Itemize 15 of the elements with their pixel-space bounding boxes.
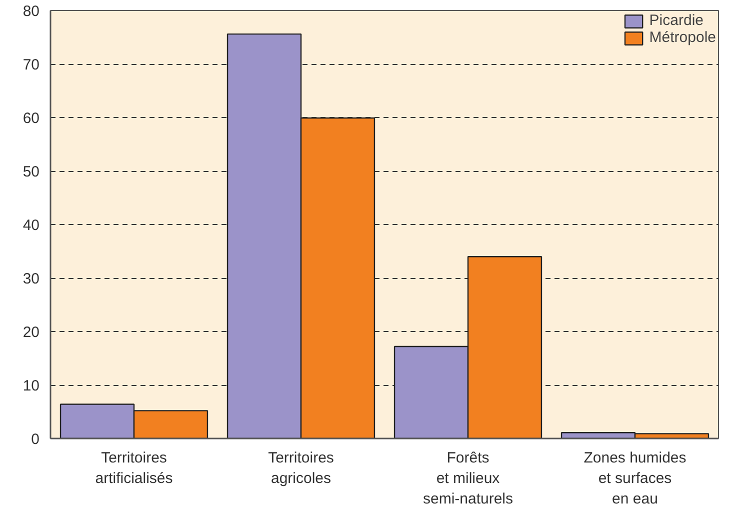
legend-label: Picardie [649, 12, 704, 29]
y-tick-label: 20 [22, 324, 40, 341]
y-tick-label: 50 [22, 164, 40, 180]
y-tick-label: 30 [22, 270, 40, 288]
y-tick-label: 0 [31, 431, 40, 448]
x-tick-label: Zones humides et surfaces en eau [584, 450, 686, 508]
x-tick-label: Forêts et milieux semi-naturels [422, 450, 514, 508]
legend-label: Métropole [649, 29, 716, 46]
y-tick-label: 60 [22, 110, 40, 127]
y-tick-label: 10 [22, 378, 40, 394]
x-tick-label: Territoires artificialisés [95, 450, 173, 487]
y-tick-label: 40 [22, 217, 40, 234]
x-tick-label: Territoires agricoles [268, 450, 334, 487]
y-tick-label: 80 [22, 3, 40, 20]
y-tick-label: 70 [22, 56, 40, 74]
